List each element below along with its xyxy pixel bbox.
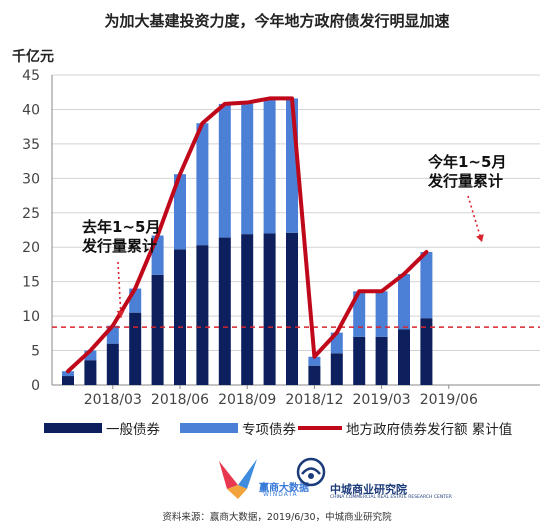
bar-general <box>241 234 254 385</box>
cumulative-point <box>134 288 136 290</box>
legend-swatch-special <box>180 423 238 433</box>
bar-general <box>129 312 142 385</box>
x-tick-label: 2018/06 <box>151 392 209 408</box>
cumulative-point <box>201 122 203 124</box>
bar-general <box>330 353 343 385</box>
annotation-this-year: 今年1~5月 发行量累计 <box>428 153 506 191</box>
y-axis-unit: 千亿元 <box>12 49 54 65</box>
bar-special <box>196 123 209 246</box>
bar-special <box>263 98 276 234</box>
bar-general <box>398 329 410 385</box>
y-tick-label: 0 <box>31 378 40 394</box>
x-tick-label: 2018/09 <box>218 392 276 408</box>
bar-general <box>263 233 276 385</box>
cumulative-point <box>425 251 427 253</box>
bar-special <box>174 174 186 250</box>
zhongcheng-logo-subtext: CHINA COMMERCIAL REAL ESTATE RESEARCH CE… <box>330 495 452 500</box>
source-note: 资料来源：赢商大数据，2019/6/30，中城商业研究院 <box>162 512 392 523</box>
bar-special <box>375 291 388 337</box>
cumulative-point <box>67 370 69 372</box>
winshang-logo-text: 赢商大数据 <box>259 483 309 494</box>
bar-general <box>375 336 388 385</box>
cumulative-point <box>269 97 271 99</box>
zhongcheng-logo-text: 中城商业研究院 <box>330 483 407 496</box>
legend-label-special: 专项债券 <box>242 422 296 438</box>
bar-special <box>84 350 97 361</box>
y-tick-label: 30 <box>22 171 40 187</box>
cumulative-point <box>224 103 226 105</box>
chart-title: 为加大基建投资力度，今年地方政府债发行明显加速 <box>104 12 450 30</box>
y-tick-label: 35 <box>22 137 40 153</box>
bar-general <box>196 245 209 385</box>
annotation-arrow-left-head <box>116 310 125 318</box>
legend-item-cumulative: 地方政府债券发行额 累计值 <box>298 418 512 438</box>
bar-special <box>353 291 366 337</box>
bar-special <box>398 274 410 330</box>
bar-general <box>106 343 119 385</box>
cumulative-point <box>246 102 248 104</box>
cumulative-point <box>313 356 315 358</box>
y-tick-label: 15 <box>22 275 40 291</box>
annotation-this-year-line2: 发行量累计 <box>428 172 504 190</box>
y-tick-label: 25 <box>22 206 40 222</box>
winshang-logo-icon <box>219 459 257 499</box>
legend-swatch-general <box>44 423 102 433</box>
cumulative-point <box>179 173 181 175</box>
bar-general <box>353 336 366 385</box>
bar-general <box>84 360 97 385</box>
annotation-this-year-line1: 今年1~5月 <box>428 153 507 171</box>
x-tick-label: 2019/06 <box>420 392 478 408</box>
x-tick-label: 2018/12 <box>285 392 343 408</box>
bar-general <box>174 249 186 385</box>
y-tick-label: 45 <box>22 68 40 84</box>
y-tick-label: 10 <box>22 309 40 325</box>
winshang-logo-subtext: WINDATA <box>263 491 298 498</box>
cumulative-point <box>403 273 405 275</box>
annotation-last-year: 去年1~5月 发行量累计 <box>82 218 160 256</box>
bar-general <box>286 232 298 385</box>
chart-canvas: 0 5 10 15 20 25 30 35 40 45 2018/03 2018/06 2018/09 2… <box>22 68 540 408</box>
zhongcheng-logo-icon <box>296 457 326 487</box>
bar-general <box>420 318 433 385</box>
annotation-last-year-line2: 发行量累计 <box>82 237 158 255</box>
bar-special <box>62 371 74 377</box>
bar-special <box>420 252 433 319</box>
cumulative-point <box>291 97 293 99</box>
cumulative-point <box>336 332 338 334</box>
legend-item-general: 一般债券 <box>44 418 160 438</box>
y-tick-label: 20 <box>22 240 40 256</box>
annotation-last-year-line1: 去年1~5月 <box>82 218 161 236</box>
legend-item-special: 专项债券 <box>180 418 296 438</box>
x-tick-label: 2019/03 <box>353 392 411 408</box>
bar-general <box>62 376 74 385</box>
bar-special <box>241 102 254 235</box>
annotation-arrow-left-shaft <box>117 261 122 318</box>
cumulative-point <box>112 325 114 327</box>
legend-swatch-cumulative <box>298 426 342 430</box>
y-tick-label: 40 <box>22 102 40 118</box>
legend-label-general: 一般债券 <box>106 422 160 438</box>
cumulative-point <box>381 290 383 292</box>
bar-special <box>218 103 231 238</box>
legend-label-cumulative: 地方政府债券发行额 累计值 <box>346 422 513 438</box>
annotation-arrow-right-head <box>476 234 484 243</box>
bar-general <box>218 237 231 385</box>
logos-area: 赢商大数据 WINDATA 中城商业研究院 CHINA COMMERCIAL R… <box>0 455 554 505</box>
annotation-arrow-right-shaft <box>467 195 483 243</box>
bar-general <box>308 365 321 385</box>
cumulative-point <box>157 235 159 237</box>
bar-special <box>308 356 321 366</box>
cumulative-point <box>89 350 91 352</box>
bar-general <box>151 274 164 385</box>
x-tick-label: 2018/03 <box>84 392 142 408</box>
cumulative-point <box>358 290 360 292</box>
y-tick-label: 5 <box>31 344 40 360</box>
